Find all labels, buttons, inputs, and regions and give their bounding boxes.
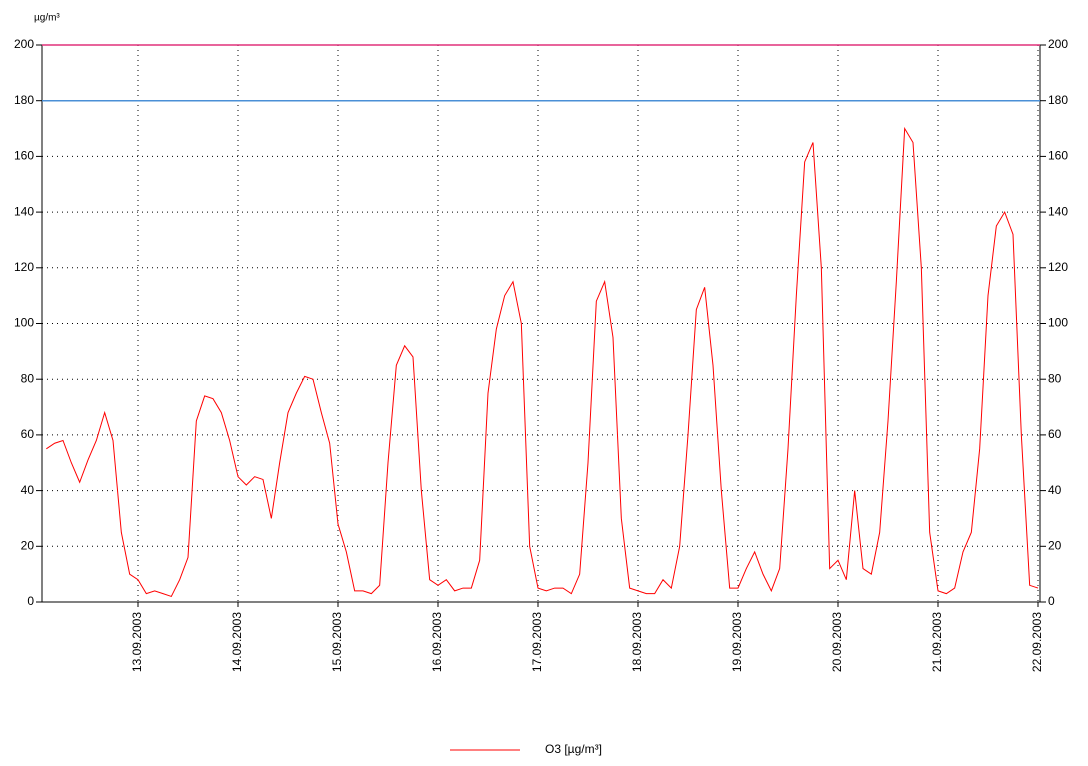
y-tick-label: 0 xyxy=(27,594,34,608)
y-tick-label: 20 xyxy=(21,538,35,552)
y-tick-label: 200 xyxy=(14,37,34,51)
y2-tick-label: 20 xyxy=(1048,538,1062,552)
y-tick-label: 160 xyxy=(14,149,34,163)
legend-label: O3 [µg/m³] xyxy=(545,742,602,756)
y2-tick-label: 40 xyxy=(1048,483,1062,497)
y2-tick-label: 180 xyxy=(1048,93,1068,107)
y-tick-label: 60 xyxy=(21,427,35,441)
x-tick-label: 18.09.2003 xyxy=(630,612,644,672)
y-tick-label: 80 xyxy=(21,371,35,385)
y-tick-label: 140 xyxy=(14,204,34,218)
y2-tick-label: 80 xyxy=(1048,371,1062,385)
x-tick-label: 21.09.2003 xyxy=(930,612,944,672)
y-tick-label: 180 xyxy=(14,93,34,107)
x-tick-label: 22.09.2003 xyxy=(1030,612,1044,672)
y2-tick-label: 160 xyxy=(1048,149,1068,163)
x-tick-label: 13.09.2003 xyxy=(130,612,144,672)
y2-tick-label: 140 xyxy=(1048,204,1068,218)
x-tick-label: 20.09.2003 xyxy=(830,612,844,672)
y2-tick-label: 60 xyxy=(1048,427,1062,441)
x-tick-label: 17.09.2003 xyxy=(530,612,544,672)
x-tick-label: 16.09.2003 xyxy=(430,612,444,672)
x-tick-label: 14.09.2003 xyxy=(230,612,244,672)
y2-tick-label: 100 xyxy=(1048,316,1068,330)
data-line xyxy=(46,126,1039,598)
y-axis-unit: µg/m³ xyxy=(34,13,60,24)
y-tick-label: 100 xyxy=(14,316,34,330)
y2-tick-label: 200 xyxy=(1048,37,1068,51)
y-tick-label: 40 xyxy=(21,483,35,497)
x-tick-label: 15.09.2003 xyxy=(330,612,344,672)
y2-tick-label: 0 xyxy=(1048,594,1055,608)
y-tick-label: 120 xyxy=(14,260,34,274)
x-tick-label: 19.09.2003 xyxy=(730,612,744,672)
y2-tick-label: 120 xyxy=(1048,260,1068,274)
